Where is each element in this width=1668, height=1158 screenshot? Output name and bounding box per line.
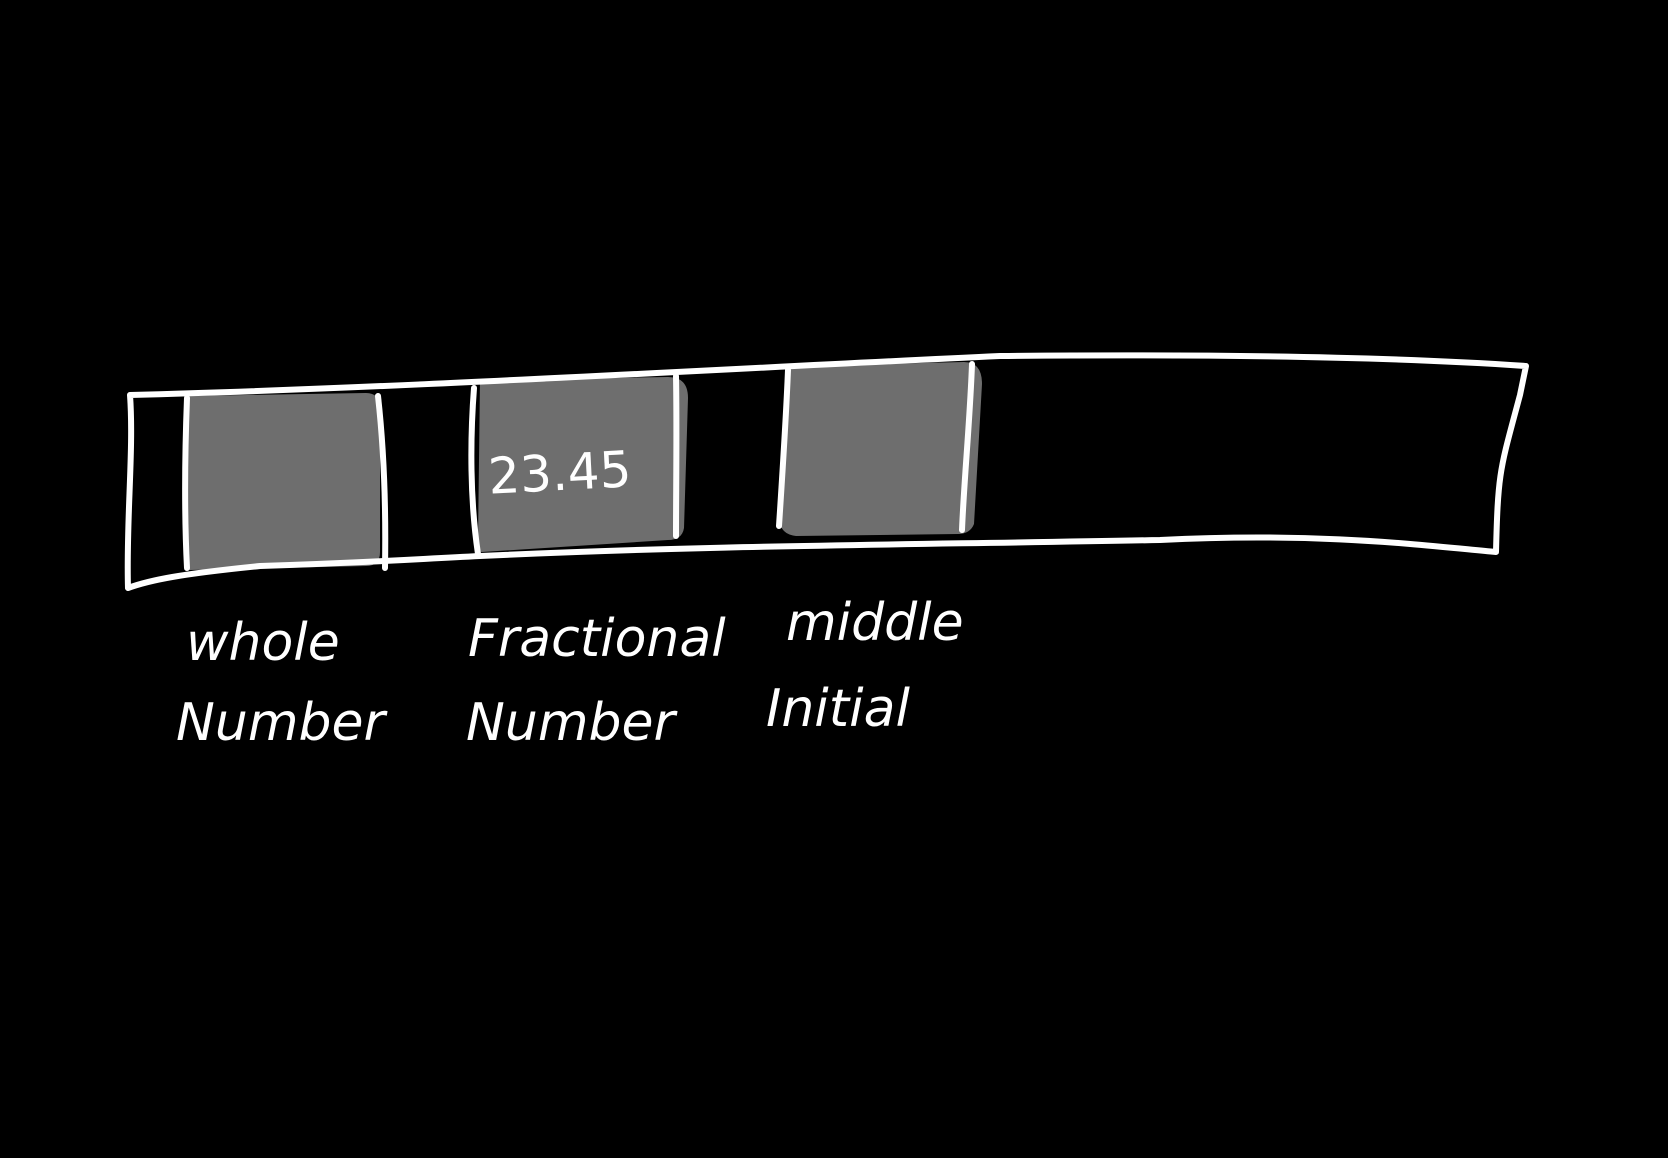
divider-1-left <box>182 395 190 571</box>
divider-1-right <box>375 393 389 571</box>
cell-2-label-line1: Fractional <box>468 609 726 669</box>
divider-3-left <box>776 367 791 529</box>
cell-2-fill <box>478 377 688 552</box>
cell-1-fill <box>186 393 380 570</box>
cell-3-fill <box>780 362 982 536</box>
cell-2-label-line2: Number <box>466 693 679 753</box>
array-outline <box>124 352 1529 591</box>
cell-1-label-line2: Number <box>176 693 389 753</box>
cell-2-value: 23.45 <box>487 440 633 505</box>
cell-1-label-line1: whole <box>186 613 340 673</box>
divider-2-left <box>468 385 481 557</box>
cell-3-label-line2: Initial <box>766 679 910 739</box>
cell-3-label-line1: middle <box>786 593 964 653</box>
divider-3-right <box>959 361 975 533</box>
